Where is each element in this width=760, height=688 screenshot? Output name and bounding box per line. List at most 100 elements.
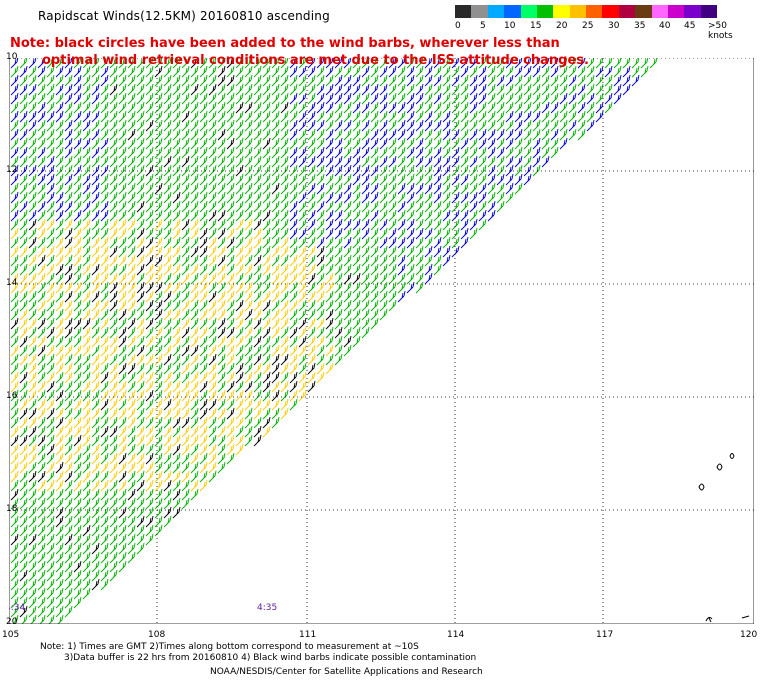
wind-barb: [379, 83, 388, 96]
wind-barb: [28, 317, 37, 330]
wind-barb: [478, 128, 487, 141]
wind-barb: [514, 137, 523, 150]
wind-barb: [118, 290, 127, 303]
wind-barb: [64, 245, 73, 258]
wind-barb: [217, 443, 226, 456]
wind-barb: [10, 560, 19, 573]
wind-barb: [136, 407, 145, 420]
wind-barb: [64, 164, 73, 177]
wind-barb: [361, 65, 370, 78]
wind-barb: [163, 452, 172, 465]
wind-barb: [109, 524, 118, 537]
legend-color-bar: [455, 5, 717, 18]
wind-barb: [199, 101, 208, 114]
wind-barb: [82, 551, 91, 564]
wind-barb: [460, 137, 469, 150]
wind-barb: [307, 218, 316, 231]
wind-barb: [172, 443, 181, 456]
wind-barb: [46, 236, 55, 249]
wind-barb: [343, 209, 352, 222]
wind-barb: [541, 128, 550, 141]
wind-barb: [361, 209, 370, 222]
wind-barb: [244, 290, 253, 303]
wind-barb: [478, 58, 487, 69]
wind-barb: [10, 272, 19, 285]
wind-barb: [271, 58, 280, 69]
wind-barb: [496, 92, 505, 105]
wind-barb: [235, 326, 244, 339]
wind-barb: [370, 200, 379, 213]
wind-barb: [550, 146, 559, 159]
wind-barb: [235, 173, 244, 186]
wind-barb: [10, 83, 19, 96]
wind-barb: [28, 497, 37, 510]
wind-barb: [154, 110, 163, 123]
wind-barb: [244, 58, 253, 69]
wind-barb: [208, 335, 217, 348]
wind-barb: [262, 173, 271, 186]
wind-barb: [64, 407, 73, 420]
wind-barb: [451, 74, 460, 87]
wind-barb: [136, 470, 145, 483]
wind-barb: [100, 443, 109, 456]
wind-barb: [10, 308, 19, 321]
wind-barb: [48, 614, 55, 624]
wind-barb: [199, 371, 208, 384]
wind-barb: [235, 425, 244, 438]
wind-barb: [136, 542, 145, 555]
wind-barb: [379, 119, 388, 132]
wind-barb: [334, 58, 343, 69]
wind-barb: [217, 398, 226, 411]
wind-barb: [217, 236, 226, 249]
wind-barb: [37, 335, 46, 348]
wind-barb: [298, 236, 307, 249]
wind-barb: [181, 353, 190, 366]
wind-barb: [172, 290, 181, 303]
wind-barb: [262, 290, 271, 303]
wind-barb: [226, 434, 235, 447]
wind-barb: [118, 308, 127, 321]
wind-barb: [190, 290, 199, 303]
wind-barb: [199, 58, 208, 69]
wind-barb: [28, 398, 37, 411]
wind-barb: [487, 110, 496, 123]
wind-barb: [451, 182, 460, 195]
wind-barb: [190, 182, 199, 195]
wind-barb: [361, 182, 370, 195]
wind-barb: [316, 317, 325, 330]
wind-barb: [145, 119, 154, 132]
wind-barb: [469, 137, 478, 150]
legend-label: 0: [455, 21, 461, 31]
wind-barb: [208, 452, 217, 465]
wind-barb: [37, 155, 46, 168]
wind-barb: [64, 308, 73, 321]
wind-barb: [406, 200, 415, 213]
wind-barb: [460, 146, 469, 159]
wind-barb: [343, 308, 352, 321]
wind-barb: [19, 164, 28, 177]
wind-barb: [244, 164, 253, 177]
wind-barb: [199, 173, 208, 186]
wind-barb: [334, 191, 343, 204]
wind-barb: [253, 407, 262, 420]
wind-barb: [631, 58, 640, 69]
wind-barb: [244, 272, 253, 285]
wind-barb: [109, 443, 118, 456]
wind-barb: [208, 290, 217, 303]
wind-barb: [226, 110, 235, 123]
wind-barb: [289, 92, 298, 105]
wind-barb: [55, 119, 64, 132]
wind-barb: [145, 209, 154, 222]
wind-barb: [253, 335, 262, 348]
wind-barb: [172, 425, 181, 438]
wind-barb: [100, 353, 109, 366]
wind-barb: [127, 254, 136, 267]
wind-barb: [91, 506, 100, 519]
wind-barb: [82, 389, 91, 402]
wind-barb: [82, 218, 91, 231]
wind-barb: [334, 146, 343, 159]
wind-barb: [163, 479, 172, 492]
wind-barb: [100, 578, 109, 591]
wind-barb: [352, 308, 361, 321]
wind-barb: [46, 335, 55, 348]
